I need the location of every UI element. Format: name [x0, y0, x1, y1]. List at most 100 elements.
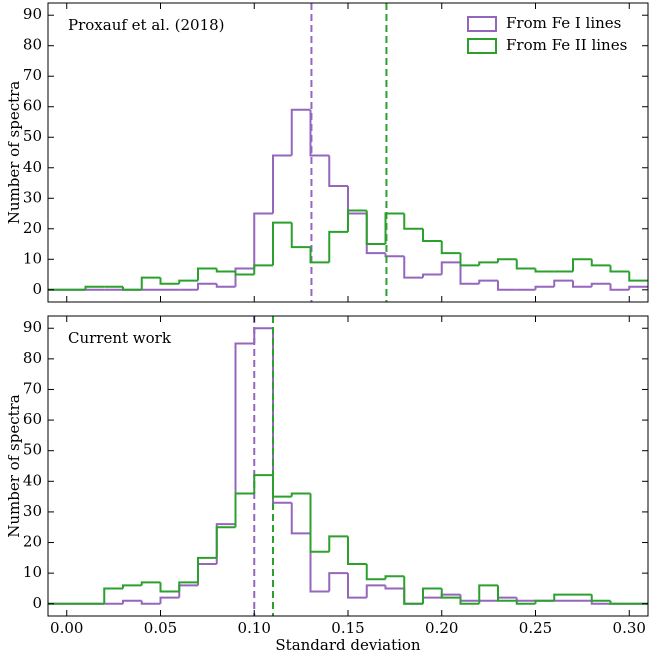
histogram-step — [497, 585, 517, 602]
histogram-step — [272, 475, 292, 498]
y-tick-label: 50 — [23, 127, 42, 145]
histogram-step — [478, 261, 498, 266]
y-tick-label: 40 — [23, 158, 42, 176]
histogram-step — [403, 213, 423, 230]
histogram-step — [234, 271, 255, 276]
histogram-step — [122, 584, 142, 589]
histogram-step — [347, 186, 367, 215]
histogram-step — [215, 268, 236, 273]
histogram-step — [328, 572, 348, 592]
histogram-step — [497, 280, 517, 291]
histogram-step — [590, 259, 611, 267]
histogram-step — [403, 256, 423, 279]
histogram-step — [459, 594, 480, 602]
histogram-step — [534, 599, 555, 604]
histogram-step — [272, 221, 292, 266]
histogram-step — [290, 502, 311, 535]
x-tick-label: 0.20 — [425, 619, 458, 637]
y-tick-label: 30 — [23, 188, 42, 206]
histogram-step — [234, 267, 255, 287]
x-tick-label: 0.15 — [331, 619, 364, 637]
histogram-step — [122, 286, 142, 291]
histogram-step — [497, 258, 517, 263]
legend-label: From Fe II lines — [506, 36, 627, 54]
y-tick-label: 0 — [32, 280, 42, 298]
histogram-step — [515, 597, 536, 602]
y-tick-label: 40 — [23, 471, 42, 489]
histogram-step — [328, 230, 348, 263]
histogram-step — [365, 584, 386, 598]
histogram-step — [459, 597, 480, 605]
histogram-step — [440, 261, 461, 275]
histogram-step — [140, 276, 161, 290]
histogram-step — [159, 277, 180, 285]
legend-swatch — [467, 16, 497, 32]
histogram-step — [534, 268, 555, 273]
histogram-step — [553, 593, 573, 601]
histogram-step — [290, 222, 311, 249]
histogram-step — [253, 264, 273, 275]
x-tick-label: 0.05 — [144, 619, 177, 637]
histogram-step — [384, 253, 405, 258]
histogram-step — [609, 600, 630, 605]
histogram-step — [422, 587, 442, 604]
histogram-step — [459, 253, 480, 267]
histogram-step — [384, 212, 405, 245]
histogram-step — [103, 587, 123, 604]
plot-frame — [47, 315, 649, 617]
histogram-step — [197, 562, 217, 586]
histogram-step — [347, 573, 367, 599]
histogram-step — [478, 279, 498, 284]
histogram-step — [459, 262, 480, 285]
y-tick-label: 50 — [23, 441, 42, 459]
y-tick-label: 60 — [23, 410, 42, 428]
histogram-step — [272, 154, 292, 214]
x-tick-label: 0.00 — [50, 619, 83, 637]
y-tick-label: 10 — [23, 249, 42, 267]
histogram-step — [140, 581, 161, 586]
histogram-step — [553, 279, 573, 287]
x-tick-label: 0.30 — [613, 619, 646, 637]
histogram-step — [197, 282, 217, 290]
histogram-step — [309, 109, 330, 157]
histogram-step — [572, 258, 592, 272]
histogram-step — [478, 584, 498, 604]
y-tick-label: 20 — [23, 533, 42, 551]
histogram-step — [440, 240, 461, 255]
histogram-step — [590, 282, 611, 287]
histogram-step — [347, 536, 367, 565]
histogram-step — [178, 581, 198, 592]
histogram-step — [197, 556, 217, 583]
histogram-step — [628, 271, 648, 282]
legend-swatch — [467, 38, 497, 54]
histogram-step — [159, 596, 180, 604]
histogram-step — [309, 493, 330, 553]
y-tick-label: 10 — [23, 563, 42, 581]
x-tick-label: 0.25 — [519, 619, 552, 637]
annotation: Current work — [68, 329, 172, 347]
y-axis-label: Number of spectra — [5, 394, 23, 538]
histogram-step — [159, 582, 180, 593]
histogram-step — [403, 588, 423, 605]
y-tick-label: 70 — [23, 66, 42, 84]
x-tick-label: 0.10 — [238, 619, 271, 637]
histogram-step — [365, 563, 386, 581]
y-tick-label: 60 — [23, 97, 42, 115]
histogram-step — [590, 594, 611, 602]
histogram-step — [572, 280, 592, 288]
histogram-step — [234, 342, 255, 525]
histogram-step — [403, 576, 423, 605]
y-axis-label: Number of spectra — [5, 81, 23, 225]
histogram-step — [515, 600, 536, 605]
y-tick-label: 70 — [23, 379, 42, 397]
histogram-step — [140, 600, 161, 605]
histogram-step — [178, 584, 198, 598]
histogram-step — [384, 575, 405, 580]
histogram-step — [384, 585, 405, 590]
y-tick-label: 0 — [32, 594, 42, 612]
x-axis-label: Standard deviation — [275, 636, 421, 654]
histogram-step — [178, 279, 198, 284]
histogram-step — [309, 247, 330, 264]
histogram-step — [253, 474, 273, 494]
y-tick-label: 20 — [23, 219, 42, 237]
